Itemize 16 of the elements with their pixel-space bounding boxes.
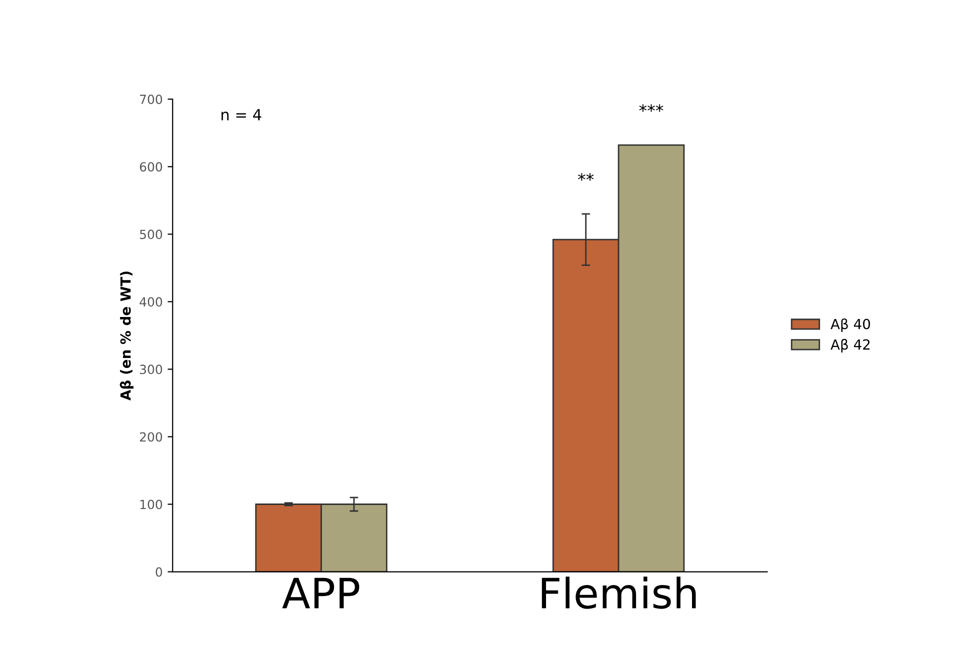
y-axis-title: Aβ (en % de WT) [120,272,134,400]
y-tick-label: 600 [140,162,162,172]
annotation: *** [639,104,664,112]
y-tick-label: 400 [140,297,162,307]
legend-label: Aβ 40 [830,318,870,332]
x-tick-label: APP [282,578,360,608]
y-tick-label: 500 [140,230,162,240]
legend-label: Aβ 42 [830,338,870,352]
y-tick-label: 700 [140,94,162,104]
annotation: n = 4 [222,109,262,120]
x-tick-label: Flemish [542,576,696,609]
y-tick-label: 200 [140,432,162,442]
annotation: ** [578,173,594,181]
y-tick-label: 300 [140,364,162,374]
y-tick-label: 0 [156,567,162,577]
y-tick-label: 100 [140,500,162,510]
